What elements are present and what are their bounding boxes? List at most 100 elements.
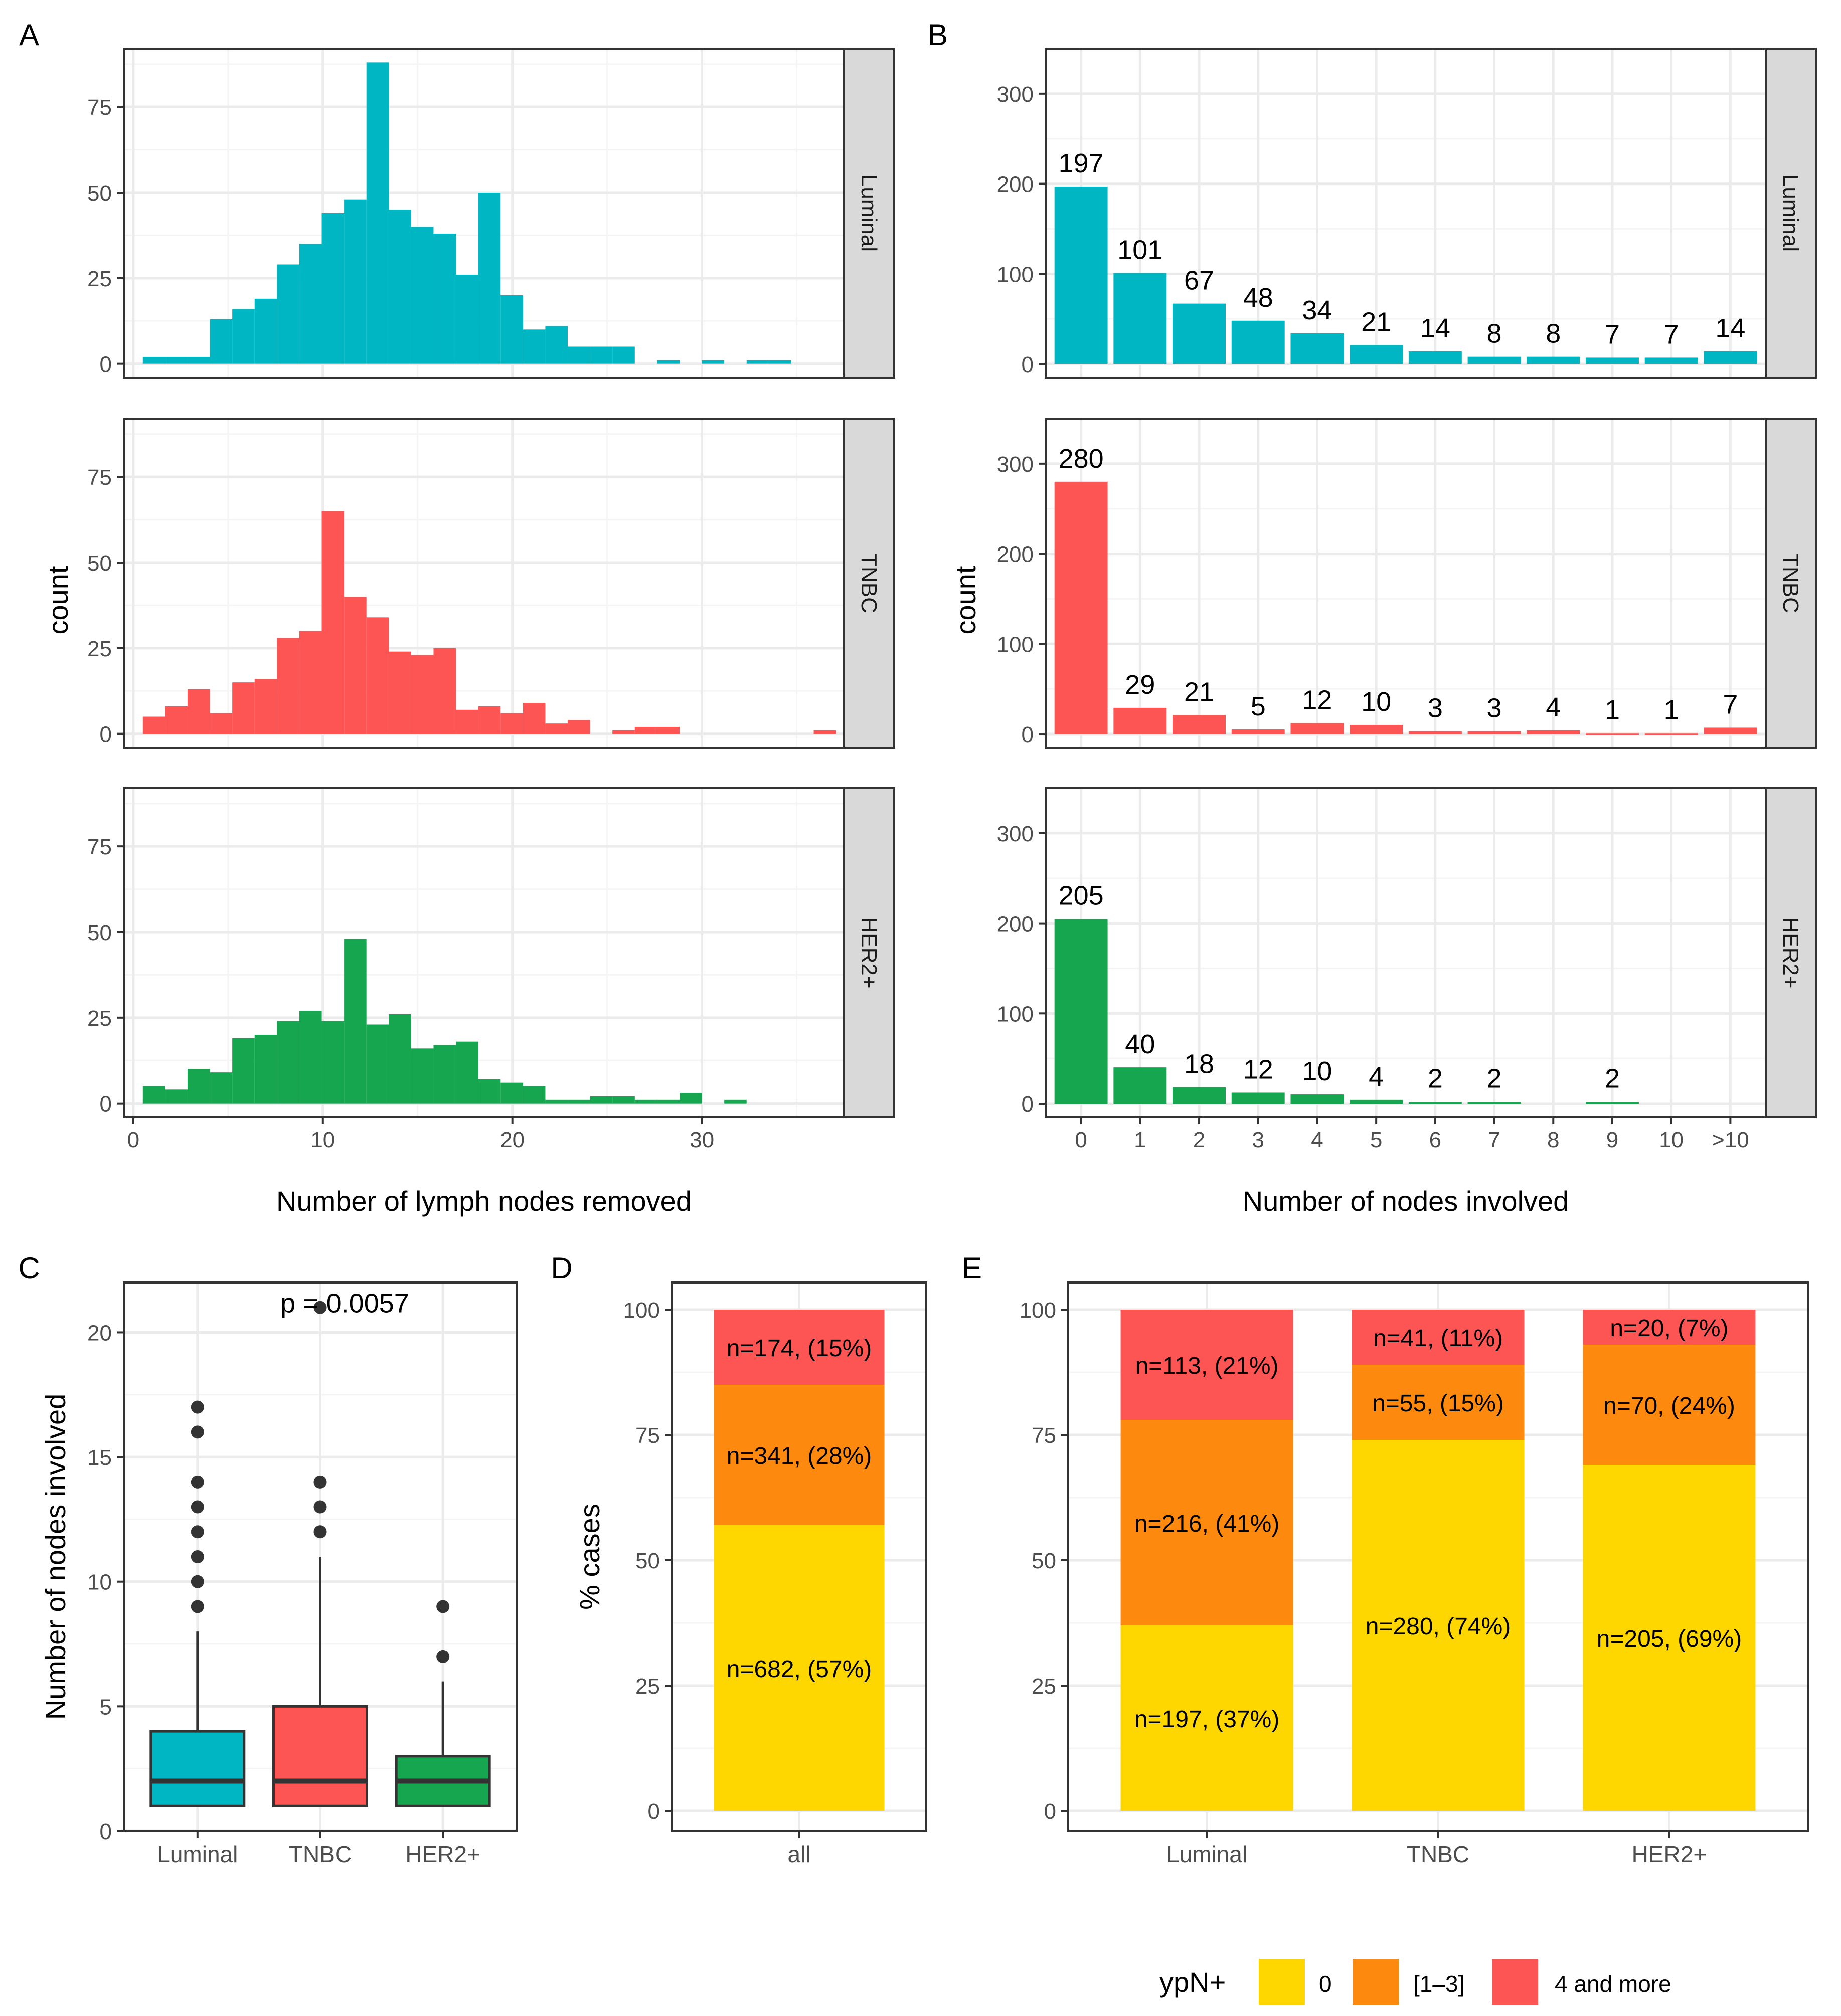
segment-label: n=70, (24%) (1603, 1393, 1735, 1419)
bar (1704, 727, 1757, 735)
bar-value-label: 2 (1428, 1063, 1443, 1093)
facet-label: Luminal (857, 174, 881, 252)
histogram-bar (568, 346, 590, 364)
histogram-bar (210, 713, 233, 734)
bar (1290, 333, 1344, 364)
bar-value-label: 8 (1487, 319, 1502, 349)
panel-border (671, 1281, 927, 1832)
outlier-point (191, 1600, 204, 1613)
y-tick-label: 0 (1022, 1092, 1034, 1117)
panel-letter-c: C (18, 1251, 40, 1285)
histogram-bar (500, 713, 523, 734)
y-tick-label: 25 (1032, 1674, 1056, 1699)
bar (1054, 919, 1108, 1104)
y-tick-label: 50 (87, 551, 112, 576)
bar (1290, 1094, 1344, 1104)
bar-value-label: 205 (1059, 881, 1104, 911)
bar-value-label: 34 (1302, 295, 1332, 325)
histogram-bar (813, 730, 836, 734)
y-tick-label: 200 (997, 912, 1034, 937)
bar-value-label: 8 (1546, 319, 1561, 349)
y-tick-label: 0 (100, 1092, 112, 1117)
panel-letter-b: B (928, 18, 948, 52)
bar (1231, 729, 1285, 735)
y-tick-label: 5 (100, 1695, 112, 1719)
facet-strip (1765, 787, 1817, 1118)
outlier-point (436, 1650, 450, 1663)
x-tick-label: 20 (500, 1128, 525, 1152)
y-tick-label: 75 (1032, 1423, 1056, 1448)
bar (1290, 723, 1344, 735)
histogram-bar (545, 723, 568, 734)
bar-value-label: 14 (1420, 313, 1450, 343)
stacked-segment (1583, 1310, 1756, 1345)
stacked-segment (714, 1525, 885, 1811)
x-tick-label: 5 (1370, 1128, 1382, 1152)
histogram-bar (657, 1099, 680, 1104)
outlier-point (191, 1475, 204, 1489)
stacked-segment (1583, 1345, 1756, 1465)
bar-value-label: 4 (1369, 1062, 1384, 1092)
histogram-bar (411, 227, 434, 364)
box (272, 1705, 368, 1807)
outlier-point (191, 1425, 204, 1439)
x-tick-label: 30 (690, 1128, 714, 1152)
legend-key (1259, 1959, 1305, 2005)
histogram-bar (254, 298, 277, 364)
stacked-segment (1120, 1310, 1293, 1420)
y-tick-label: 100 (997, 632, 1034, 657)
bar (1408, 351, 1462, 364)
stacked-segment (1352, 1440, 1525, 1811)
bar-value-label: 21 (1361, 307, 1391, 337)
outlier-point (191, 1500, 204, 1514)
bar-value-label: 3 (1487, 693, 1502, 723)
facet-label: TNBC (1778, 553, 1803, 613)
y-tick-label: 0 (100, 722, 112, 747)
histogram-bar (478, 1079, 501, 1104)
legend-label: 4 and more (1555, 1971, 1671, 1997)
bar (1173, 303, 1226, 364)
bar (1231, 320, 1285, 364)
bar-value-label: 7 (1664, 319, 1679, 349)
y-tick-label: 50 (87, 181, 112, 206)
histogram-bar (456, 275, 478, 364)
y-tick-label: 0 (1044, 1799, 1056, 1824)
bar-value-label: 29 (1125, 670, 1155, 700)
bar (1408, 1102, 1462, 1104)
bar-value-label: 7 (1605, 319, 1620, 349)
panel-letter-e: E (962, 1251, 982, 1285)
bar (1113, 1067, 1167, 1104)
outlier-point (313, 1525, 327, 1539)
y-tick-label: 75 (87, 835, 112, 859)
segment-label: n=341, (28%) (727, 1443, 872, 1470)
y-tick-label: 0 (1022, 722, 1034, 747)
facet-label: HER2+ (1778, 917, 1803, 988)
histogram-bar (433, 1045, 456, 1104)
histogram-bar (568, 720, 590, 734)
y-tick-label: 300 (997, 822, 1034, 846)
histogram-bar (187, 1069, 210, 1104)
histogram-bar (142, 1086, 165, 1104)
y-tick-label: 0 (100, 352, 112, 377)
histogram-bar (277, 638, 299, 734)
stacked-segment (1120, 1420, 1293, 1625)
stacked-segment (1120, 1625, 1293, 1811)
histogram-bar (523, 703, 546, 734)
outlier-point (191, 1575, 204, 1588)
outlier-point (191, 1550, 204, 1563)
histogram-bar (568, 1099, 590, 1104)
histogram-bar (433, 648, 456, 734)
panel-a-facet-bg (124, 788, 844, 1117)
bar-value-label: 101 (1117, 235, 1162, 265)
histogram-bar (769, 360, 791, 364)
bar-value-label: 67 (1184, 266, 1214, 296)
histogram-bar (210, 319, 233, 364)
y-tick-label: 100 (1020, 1298, 1056, 1323)
bar-value-label: 197 (1059, 148, 1104, 178)
y-tick-label: 100 (997, 262, 1034, 287)
y-axis-title: Number of nodes involved (40, 1394, 71, 1720)
legend-key (1492, 1959, 1538, 2005)
panel-letter-d: D (551, 1251, 572, 1285)
histogram-bar (590, 1096, 613, 1104)
